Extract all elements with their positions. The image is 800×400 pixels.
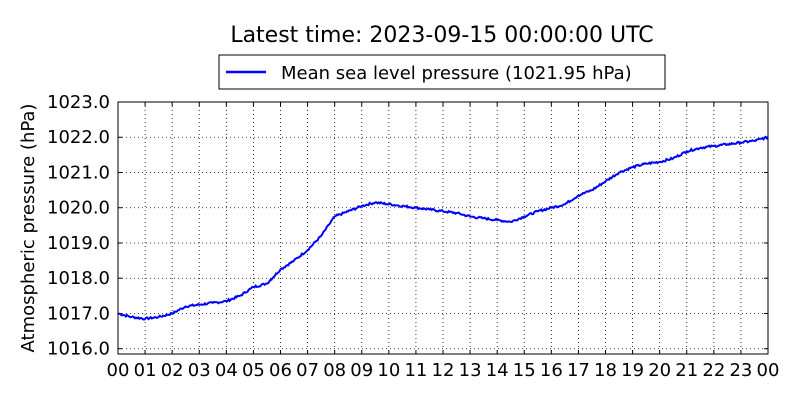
x-tick-label: 12	[432, 360, 455, 381]
x-tick-label: 16	[540, 360, 563, 381]
x-tick-label: 21	[675, 360, 698, 381]
x-tick-label: 10	[377, 360, 400, 381]
x-tick-label: 13	[459, 360, 482, 381]
x-tick-label: 14	[486, 360, 509, 381]
x-tick-label: 07	[296, 360, 319, 381]
y-axis-ticks: 1016.0 1017.0 1018.0 1019.0 1020.0 1021.0 1022…	[47, 92, 768, 360]
x-tick-label: 02	[161, 360, 184, 381]
legend-box	[218, 54, 666, 90]
chart-title: Latest time: 2023-09-15 00:00:00 UTC	[230, 23, 653, 48]
y-tick-label: 1017.0	[47, 303, 110, 324]
x-tick-label: 00	[107, 360, 130, 381]
y-tick-label: 1023.0	[47, 92, 110, 113]
y-tick-label: 1020.0	[47, 198, 110, 219]
x-tick-label: 09	[350, 360, 373, 381]
legend-label: Mean sea level pressure (1021.95 hPa)	[281, 63, 632, 84]
y-tick-label: 1022.0	[47, 127, 110, 148]
x-tick-label: 00	[757, 360, 780, 381]
x-tick-label: 05	[242, 360, 265, 381]
x-tick-label: 04	[215, 360, 238, 381]
x-tick-label: 11	[404, 360, 427, 381]
x-tick-label: 08	[323, 360, 346, 381]
gridlines	[117, 101, 769, 354]
series-line-mean-sea-level-pressure	[117, 135, 769, 321]
x-tick-label: 19	[621, 360, 644, 381]
y-tick-label: 1018.0	[47, 268, 110, 289]
x-tick-label: 18	[594, 360, 617, 381]
legend: Mean sea level pressure (1021.95 hPa)	[218, 54, 666, 90]
x-axis-ticks: 00 01 02 03 04 05 06 07 08 09 10 11 12 13 14 15 16 17 18 19…	[107, 102, 780, 381]
x-tick-label: 06	[269, 360, 292, 381]
x-tick-label: 20	[648, 360, 671, 381]
x-tick-label: 01	[134, 360, 157, 381]
y-axis-label: Atmospheric pressure (hPa)	[18, 104, 39, 353]
x-tick-label: 23	[729, 360, 752, 381]
x-tick-label: 03	[188, 360, 211, 381]
x-tick-label: 22	[702, 360, 725, 381]
x-tick-label: 15	[513, 360, 536, 381]
y-tick-label: 1019.0	[47, 233, 110, 254]
y-tick-label: 1016.0	[47, 339, 110, 360]
plot-frame	[117, 101, 769, 355]
y-tick-label: 1021.0	[47, 162, 110, 183]
x-tick-label: 17	[567, 360, 590, 381]
